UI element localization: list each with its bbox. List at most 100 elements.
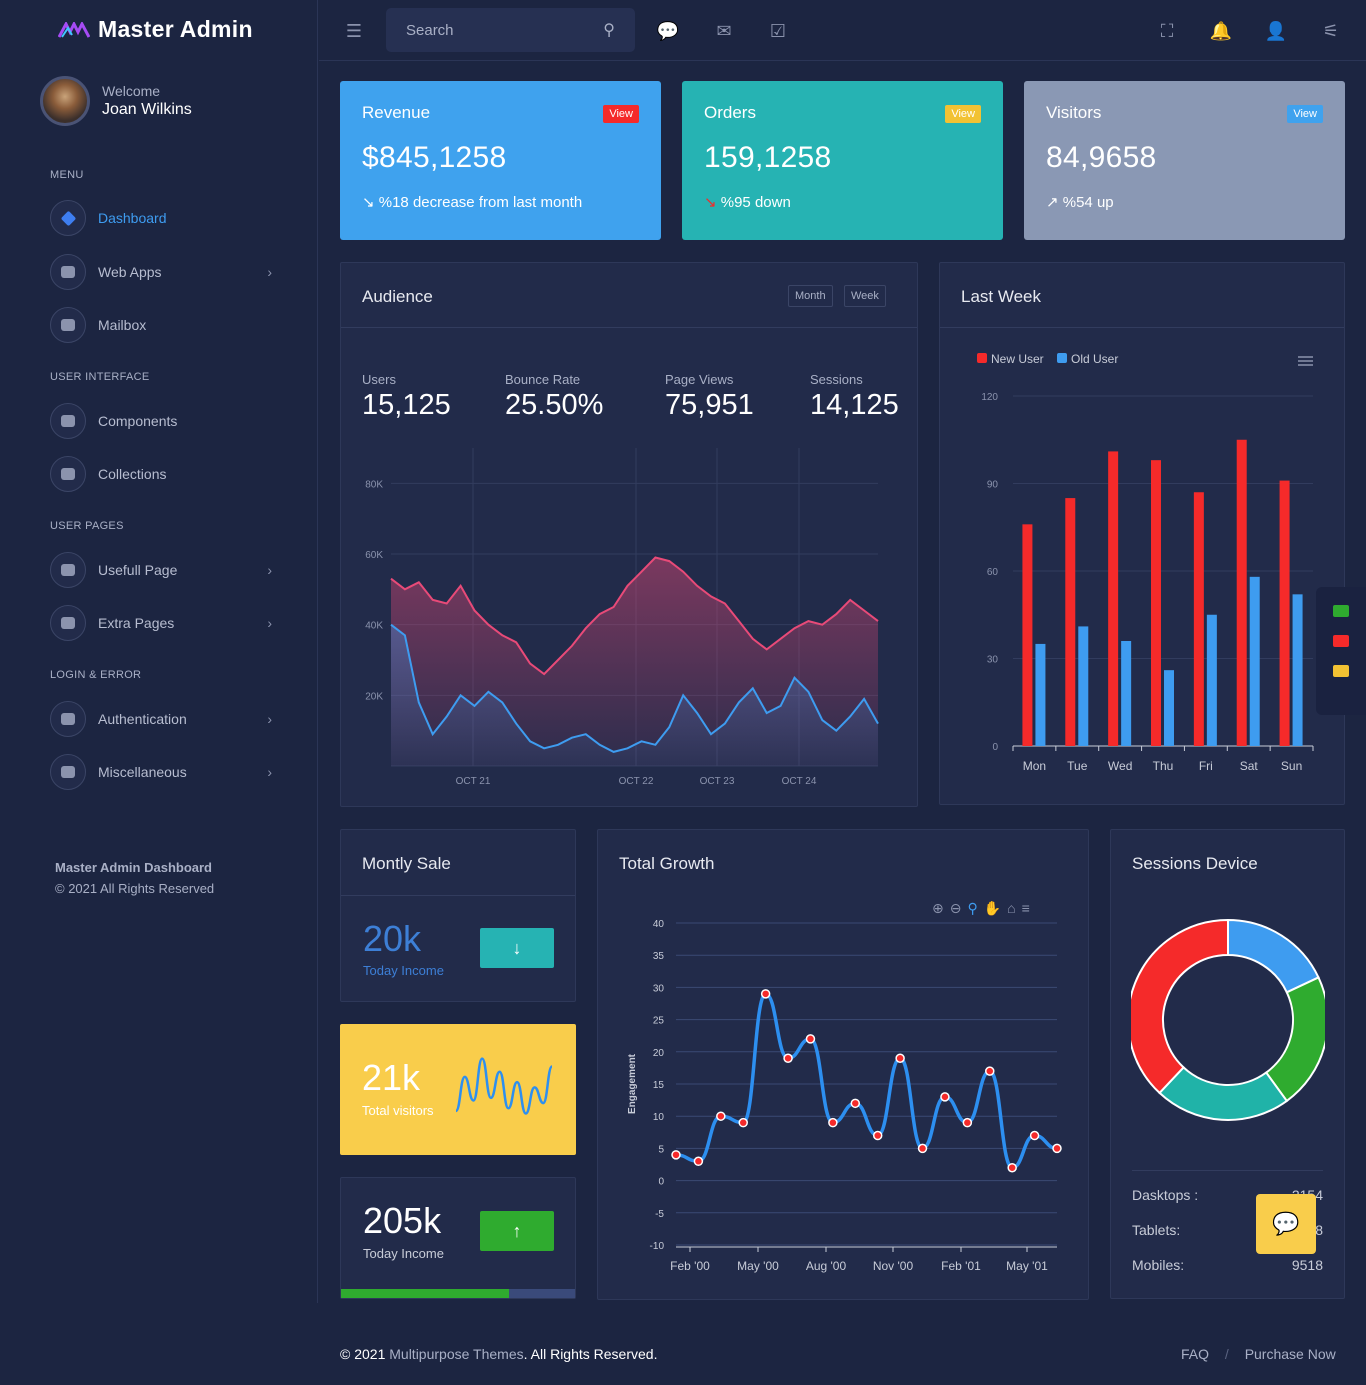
week-button[interactable]: Week bbox=[844, 285, 886, 307]
y-tick-label: 40K bbox=[365, 621, 383, 632]
footer-link[interactable]: Multipurpose Themes bbox=[389, 1346, 524, 1362]
sidebar-item-web-apps[interactable]: Web Apps › bbox=[50, 254, 272, 290]
income-progress-fill bbox=[341, 1289, 510, 1298]
bar-new-user bbox=[1279, 480, 1290, 746]
selection-zoom-icon[interactable]: ⚲ bbox=[967, 900, 978, 916]
y-axis-title: Engagement bbox=[627, 1053, 638, 1114]
task-icon[interactable]: ☑ bbox=[769, 20, 787, 41]
sidebar-item-label: Extra Pages bbox=[98, 615, 175, 631]
sidebar-footer-title: Master Admin Dashboard bbox=[55, 860, 212, 875]
y-tick-label: 20K bbox=[365, 691, 383, 702]
data-point bbox=[693, 1156, 704, 1167]
data-point bbox=[940, 1092, 950, 1102]
y-tick-label: 0 bbox=[992, 742, 998, 753]
sidebar-item-label: Collections bbox=[98, 466, 167, 482]
zoom-out-icon[interactable]: ⊖ bbox=[949, 900, 962, 916]
chevron-right-icon: › bbox=[267, 764, 272, 780]
sidebar-item-authentication[interactable]: Authentication › bbox=[50, 701, 272, 737]
data-point bbox=[738, 1117, 748, 1128]
y-tick-label: 120 bbox=[981, 392, 998, 403]
today-income-value: 205k bbox=[363, 1200, 442, 1241]
brand-logo[interactable]: Master Admin bbox=[58, 16, 253, 43]
sidebar-item-dashboard[interactable]: Dashboard bbox=[50, 200, 272, 236]
pan-hand-icon[interactable]: ✋ bbox=[983, 900, 1002, 916]
last-week-card: Last Week New User Old User 0 30 60 90 120 Mon T… bbox=[939, 262, 1345, 805]
x-tick-label: Aug '00 bbox=[806, 1259, 847, 1273]
settings-sliders-icon[interactable]: ⚟ bbox=[1322, 20, 1340, 41]
sidebar-item-usefull-page[interactable]: Usefull Page › bbox=[50, 552, 272, 588]
menu-toggle-icon[interactable]: ☰ bbox=[345, 20, 363, 41]
data-point bbox=[828, 1117, 838, 1128]
sidebar-item-label: Mailbox bbox=[98, 317, 147, 333]
y-tick-label: 10 bbox=[653, 1112, 665, 1123]
logo-icon bbox=[58, 21, 90, 38]
sessions-donut-chart bbox=[1131, 918, 1325, 1121]
reset-home-icon[interactable]: ⌂ bbox=[1007, 900, 1016, 916]
donut-slice bbox=[1264, 976, 1325, 1103]
stat-subtitle: %95 down bbox=[720, 194, 791, 211]
chat-floating-button[interactable]: 💬 bbox=[1256, 1194, 1316, 1254]
avatar[interactable] bbox=[40, 76, 90, 126]
y-tick-label: -10 bbox=[650, 1241, 665, 1252]
view-badge[interactable]: View bbox=[945, 105, 981, 123]
user-icon[interactable]: 👤 bbox=[1264, 20, 1288, 41]
month-button[interactable]: Month bbox=[788, 285, 833, 307]
chevron-right-icon: › bbox=[267, 615, 272, 631]
sidebar-item-mailbox[interactable]: Mailbox bbox=[50, 307, 272, 343]
sidebar-item-miscellaneous[interactable]: Miscellaneous › bbox=[50, 754, 272, 790]
side-toolbar bbox=[1316, 587, 1366, 715]
user-name: Joan Wilkins bbox=[102, 101, 192, 118]
money-icon[interactable] bbox=[1333, 605, 1349, 617]
purchase-now-link[interactable]: Purchase Now bbox=[1244, 1346, 1336, 1362]
user-profile[interactable]: Welcome Joan Wilkins bbox=[40, 76, 192, 126]
chat-icon[interactable]: 💬 bbox=[656, 20, 680, 41]
cards-icon[interactable] bbox=[1333, 665, 1349, 677]
today-income-card: 205k Today Income ↑ bbox=[340, 1177, 576, 1299]
image-icon[interactable] bbox=[1333, 635, 1349, 647]
data-point bbox=[1052, 1143, 1062, 1154]
data-point bbox=[1029, 1130, 1040, 1141]
authentication-icon bbox=[50, 701, 86, 737]
inbox-icon[interactable]: ✉ bbox=[716, 20, 732, 41]
device-label: Tablets: bbox=[1132, 1222, 1181, 1238]
sidebar-footer-copy: © 2021 All Rights Reserved bbox=[55, 881, 215, 896]
arrow-up-button[interactable]: ↑ bbox=[480, 1211, 554, 1251]
arrow-down-button[interactable]: ↓ bbox=[480, 928, 554, 968]
view-badge[interactable]: View bbox=[603, 105, 639, 123]
stat-title: Revenue bbox=[362, 103, 431, 122]
search-input[interactable]: Search ⚲ bbox=[386, 8, 635, 52]
zoom-in-icon[interactable]: ⊕ bbox=[932, 900, 944, 916]
chart-menu-icon[interactable]: ≡ bbox=[1021, 900, 1030, 916]
sidebar-item-extra-pages[interactable]: Extra Pages › bbox=[50, 605, 272, 641]
footer-copy-prefix: © 2021 bbox=[340, 1346, 386, 1362]
stat-subtitle: %54 up bbox=[1062, 194, 1114, 211]
x-tick-label: Feb '00 bbox=[670, 1259, 710, 1273]
collections-icon bbox=[50, 456, 86, 492]
x-tick-label: Fri bbox=[1199, 759, 1213, 773]
trend-up-icon: ↗ bbox=[1046, 194, 1063, 211]
sidebar: Master Admin Welcome Joan Wilkins MENU D… bbox=[0, 0, 318, 1303]
data-point bbox=[872, 1130, 883, 1141]
today-income-value: 20k bbox=[363, 918, 422, 959]
sidebar-item-components[interactable]: Components bbox=[50, 403, 272, 439]
section-user-pages: USER PAGES bbox=[50, 520, 124, 532]
kpi-sessions: Sessions 14,125 bbox=[810, 372, 899, 422]
sidebar-item-collections[interactable]: Collections bbox=[50, 456, 272, 492]
bar-new-user bbox=[1236, 439, 1247, 746]
x-tick-label: Wed bbox=[1108, 759, 1132, 773]
faq-link[interactable]: FAQ bbox=[1181, 1346, 1210, 1362]
audience-area-chart: 20K 40K 60K 80K OCT 21 OCT 22 OCT 23 OCT 24 bbox=[365, 448, 879, 787]
trend-down-icon: ↘ bbox=[362, 194, 379, 211]
view-badge[interactable]: View bbox=[1287, 105, 1323, 123]
stat-subtitle: %18 decrease from last month bbox=[378, 194, 583, 211]
search-icon[interactable]: ⚲ bbox=[603, 22, 615, 39]
x-tick-label: Mon bbox=[1023, 759, 1046, 773]
kpi-value: 14,125 bbox=[810, 389, 899, 421]
welcome-label: Welcome bbox=[102, 83, 161, 99]
kpi-value: 25.50% bbox=[505, 389, 604, 421]
legend-label: New User bbox=[991, 352, 1044, 366]
data-point bbox=[671, 1150, 681, 1160]
data-point bbox=[917, 1143, 928, 1154]
fullscreen-icon[interactable]: ⛶ bbox=[1160, 20, 1174, 41]
notification-bell-icon[interactable]: 🔔 bbox=[1209, 20, 1233, 41]
